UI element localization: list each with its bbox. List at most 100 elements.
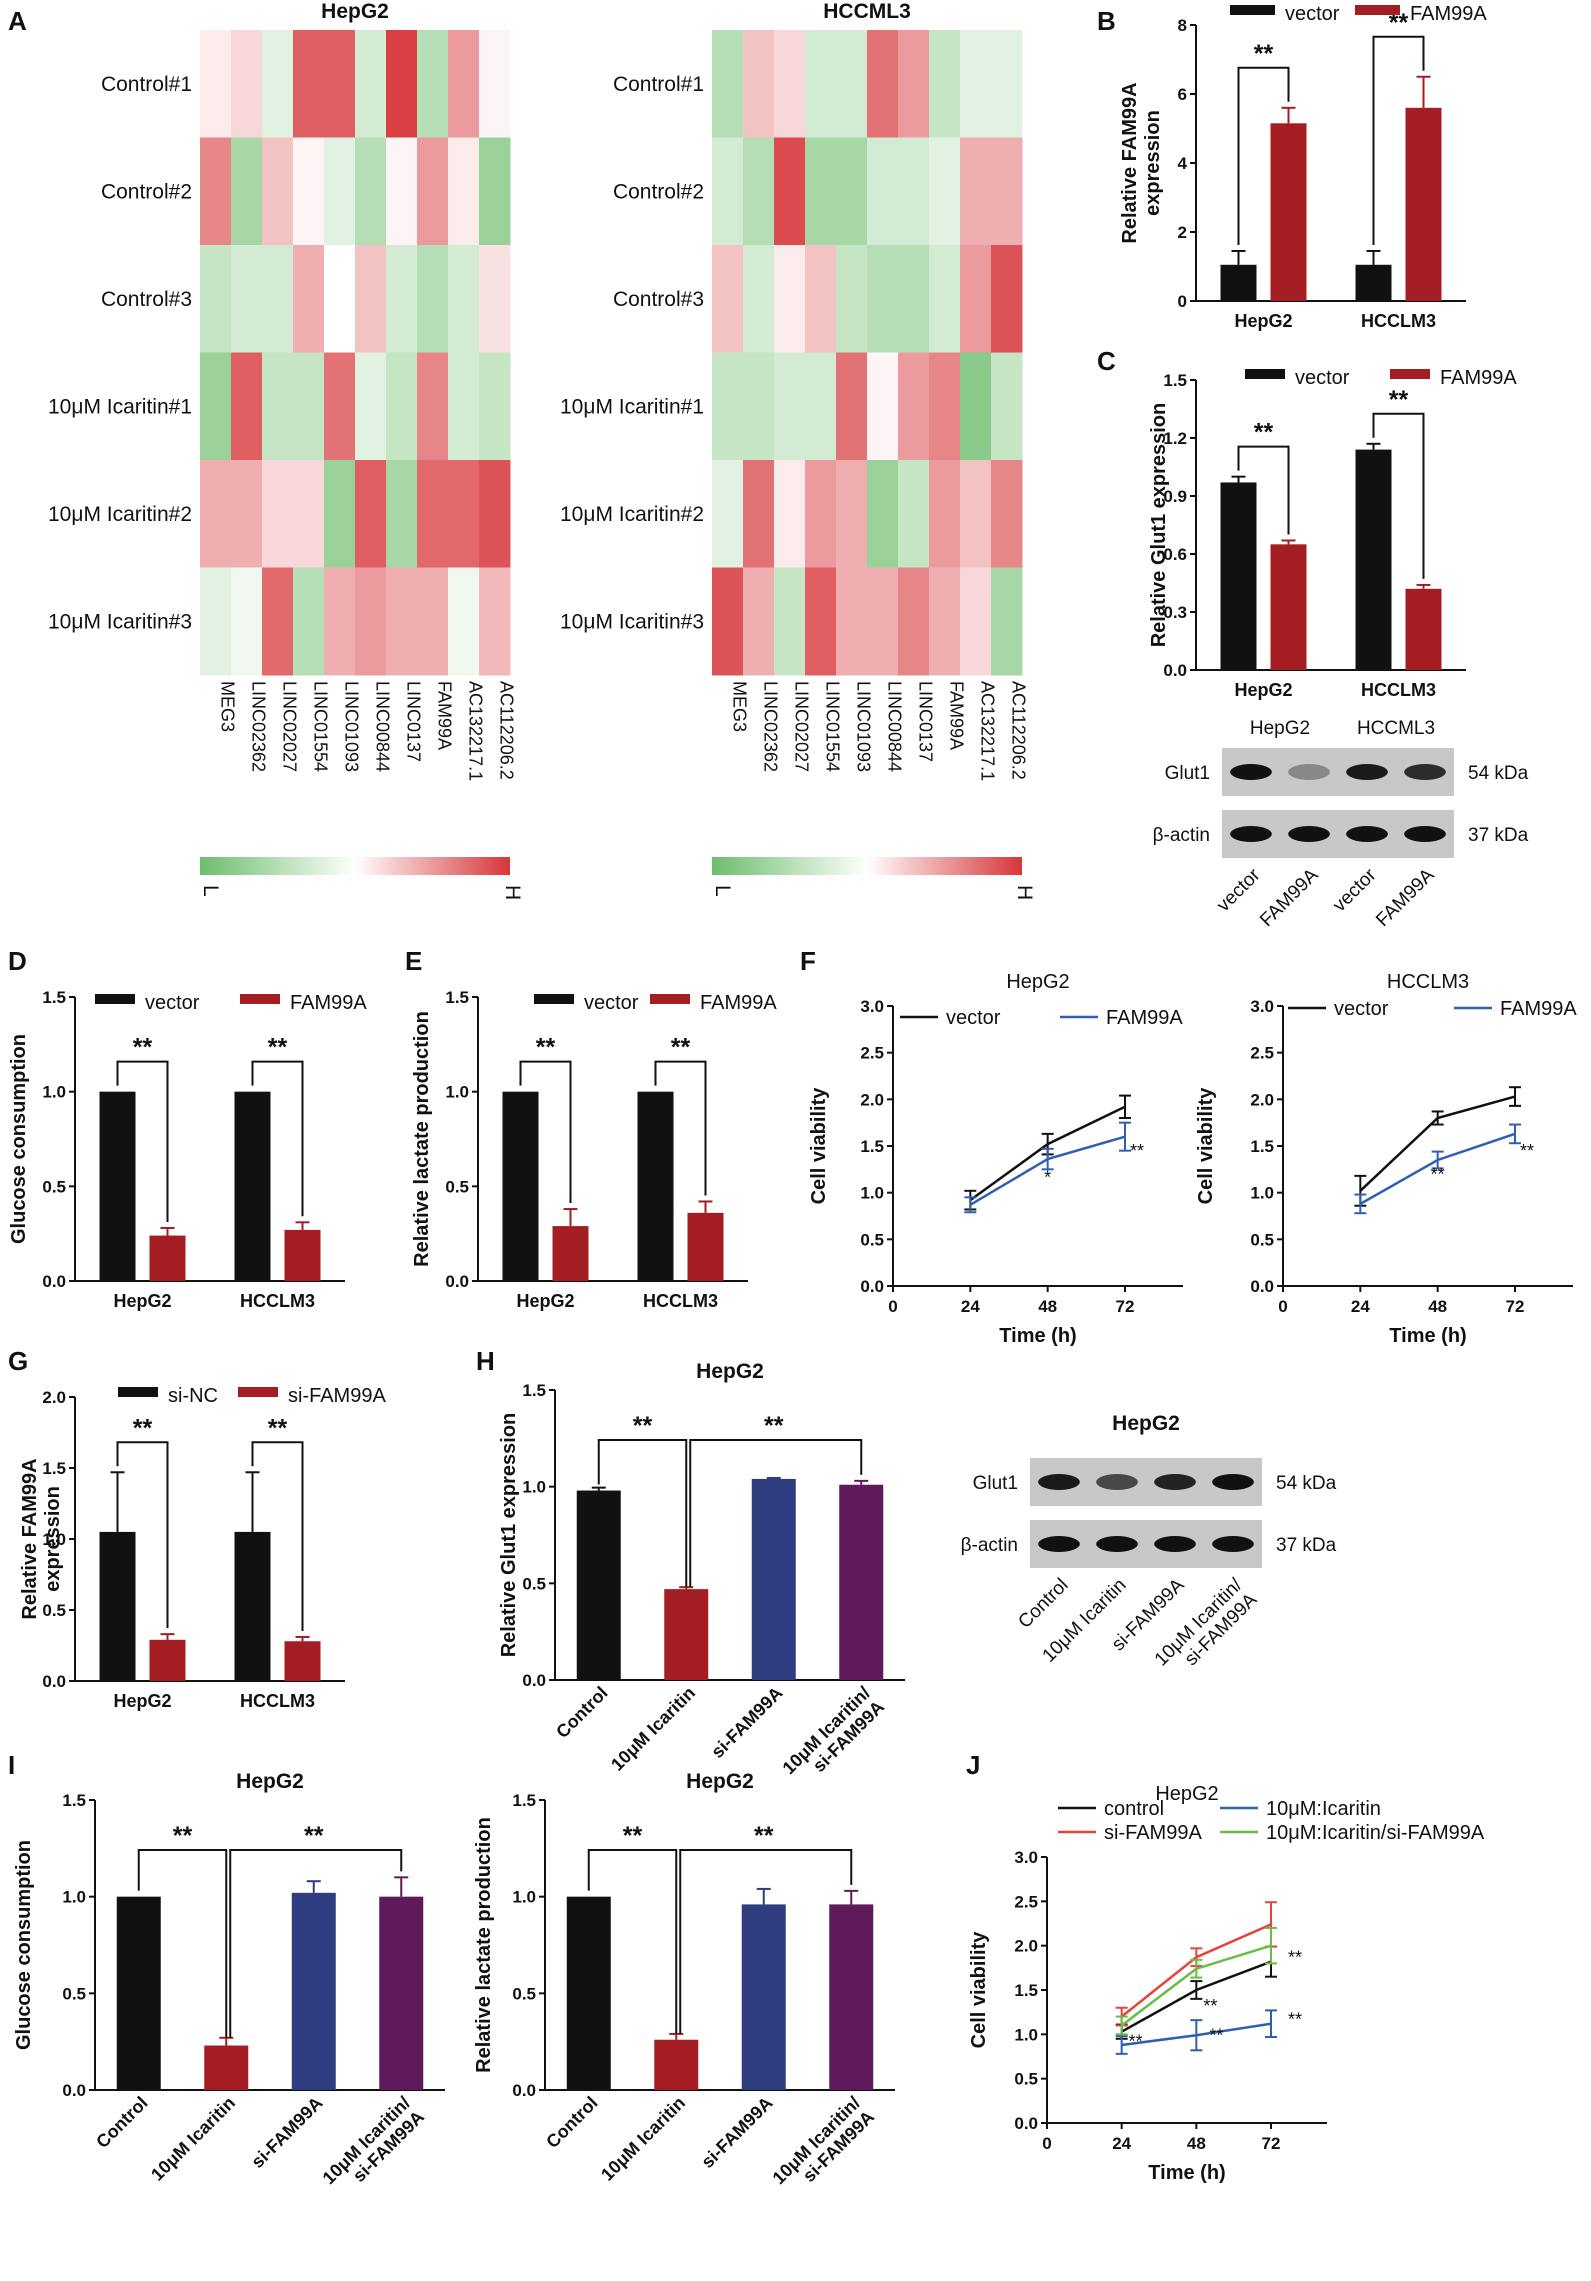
heatmap-cell: [836, 245, 868, 353]
heatmap-row-label: 10μM Icaritin#3: [560, 610, 704, 633]
blot-band: [1346, 764, 1388, 780]
significance-bracket: [689, 1439, 863, 1588]
significance-bracket: [654, 1060, 707, 1196]
blot-band: [1230, 826, 1272, 842]
y-tick-label: 0.6: [1163, 545, 1187, 564]
y-tick-label: 1.0: [42, 1530, 66, 1549]
blot-lane-label: Control: [1014, 1575, 1072, 1633]
y-axis-label: Cell viability: [968, 1931, 990, 2049]
y-axis-label: Relative Glut1 expression: [498, 1413, 520, 1658]
heatmap-A2: HCCML3 Control#1 Control#2 Control#3 10μM Ic…: [560, 0, 1036, 900]
y-tick-label: 0.9: [1163, 487, 1187, 506]
bar: [741, 1904, 786, 2090]
heatmap-cell: [774, 137, 806, 246]
significance-bracket: [1372, 412, 1425, 579]
significance-annotation: **: [1431, 1165, 1445, 1185]
y-tick-label: 1.0: [1014, 2025, 1038, 2044]
significance-annotation: **: [1130, 1141, 1144, 1161]
bar-vector: [1355, 264, 1392, 301]
y-tick-label: 0.5: [1250, 1230, 1274, 1249]
y-axis-label: Relative Glut1 expression: [1148, 403, 1170, 648]
heatmap-cell: [479, 460, 511, 568]
y-tick-label: 2: [1178, 223, 1187, 242]
heatmap-cell: [479, 245, 511, 353]
chart-title: HepG2: [686, 1770, 754, 1793]
x-tick-label: 0: [1278, 1297, 1287, 1316]
line-chart-F2: 0.0 0.5 1.0 1.5 2.0 2.5 3.0 Cell viability 0 24 48…: [1195, 971, 1577, 1347]
heatmap-row-label: Control#3: [101, 288, 192, 311]
heatmap-cell: [836, 460, 868, 568]
heatmap-cell: [929, 567, 961, 676]
heatmap-cell: [355, 245, 387, 353]
heatmap-column-label: AC132217.1: [466, 681, 486, 781]
heatmap-cell: [262, 137, 294, 246]
heatmap-cell: [200, 137, 232, 246]
blot-band: [1096, 1536, 1138, 1552]
bar: [116, 1896, 161, 2090]
y-tick-label: 0.5: [445, 1177, 469, 1196]
bar-chart-D: 0.0 0.5 1.0 1.5 Glucose consumption HepG2 ** HC…: [8, 988, 367, 1311]
blot-band: [1404, 826, 1446, 842]
legend-label: vector: [1334, 998, 1389, 1020]
heatmap-cell: [960, 245, 992, 353]
y-tick-label: 0.5: [860, 1230, 884, 1249]
blot-band: [1154, 1474, 1196, 1490]
legend-label: vector: [584, 992, 639, 1014]
significance-bracket: [116, 1441, 169, 1629]
heatmap-cell: [448, 352, 480, 461]
bar-chart-C: 0.0 0.3 0.6 0.9 1.2 1.5 Relative Glut1 express…: [1148, 367, 1517, 700]
heatmap-cell: [355, 460, 387, 568]
y-tick-label: 3.0: [860, 997, 884, 1016]
heatmap-cell: [479, 30, 511, 138]
scale-high-label: H: [501, 885, 524, 900]
heatmap-cell: [960, 137, 992, 246]
y-tick-label: 0.0: [522, 1671, 546, 1690]
y-tick-label: 4: [1178, 154, 1188, 173]
heatmap-column-label: AC112206.2: [497, 681, 517, 780]
heatmap-cell: [231, 567, 263, 676]
blot-size-label: 54 kDa: [1468, 763, 1529, 784]
heatmap-cell: [231, 137, 263, 246]
significance-label: **: [1389, 386, 1409, 414]
heatmap-cell: [898, 137, 930, 246]
x-category-label: HepG2: [1234, 311, 1292, 331]
legend-swatch: [1245, 369, 1285, 379]
significance-bracket: [519, 1060, 572, 1204]
bar-si-nc: [234, 1531, 271, 1681]
heatmap-cell: [805, 460, 837, 568]
blot-band: [1288, 826, 1330, 842]
y-tick-label: 1.0: [62, 1888, 86, 1907]
y-tick-label: 1.0: [512, 1888, 536, 1907]
y-axis-label: Glucose consumption: [8, 1034, 30, 1244]
y-tick-label: 2.0: [1014, 1937, 1038, 1956]
blot-band: [1154, 1536, 1196, 1552]
y-tick-label: 8: [1178, 16, 1187, 35]
significance-annotation: **: [1209, 2025, 1223, 2045]
heatmap-cell: [960, 352, 992, 461]
y-tick-label: 0.0: [42, 1272, 66, 1291]
significance-bracket: [1237, 66, 1290, 245]
legend-swatch: [1355, 5, 1400, 15]
x-category-label: 10μM Icaritin/si-FAM99A: [319, 2093, 429, 2203]
heatmap-cell: [960, 30, 992, 138]
heatmap-cell: [712, 30, 744, 138]
heatmap-cell: [200, 460, 232, 568]
heatmap-cell: [386, 30, 418, 138]
significance-label: **: [754, 1822, 774, 1850]
heatmap-cell: [743, 460, 775, 568]
y-tick-label: 0.0: [42, 1672, 66, 1691]
heatmap-cell: [867, 460, 899, 568]
blot-band: [1096, 1474, 1138, 1490]
blot-size-label: 37 kDa: [1468, 825, 1529, 846]
x-category-label: si-FAM99A: [707, 1683, 786, 1762]
western-blot-C: HepG2 HCCML3 Glut1 54 kDa β-actin 37 kDa vecto…: [1153, 718, 1529, 931]
heatmap-cell: [991, 352, 1023, 461]
chart-title: HepG2: [696, 1360, 764, 1383]
panel-label-H: H: [476, 1346, 495, 1376]
x-tick-label: 72: [1116, 1297, 1135, 1316]
bar-vector: [1220, 264, 1257, 301]
blot-size-label: 54 kDa: [1276, 1473, 1337, 1494]
significance-label: **: [671, 1034, 691, 1062]
y-axis-label: Relative FAM99Aexpression: [1119, 82, 1164, 243]
